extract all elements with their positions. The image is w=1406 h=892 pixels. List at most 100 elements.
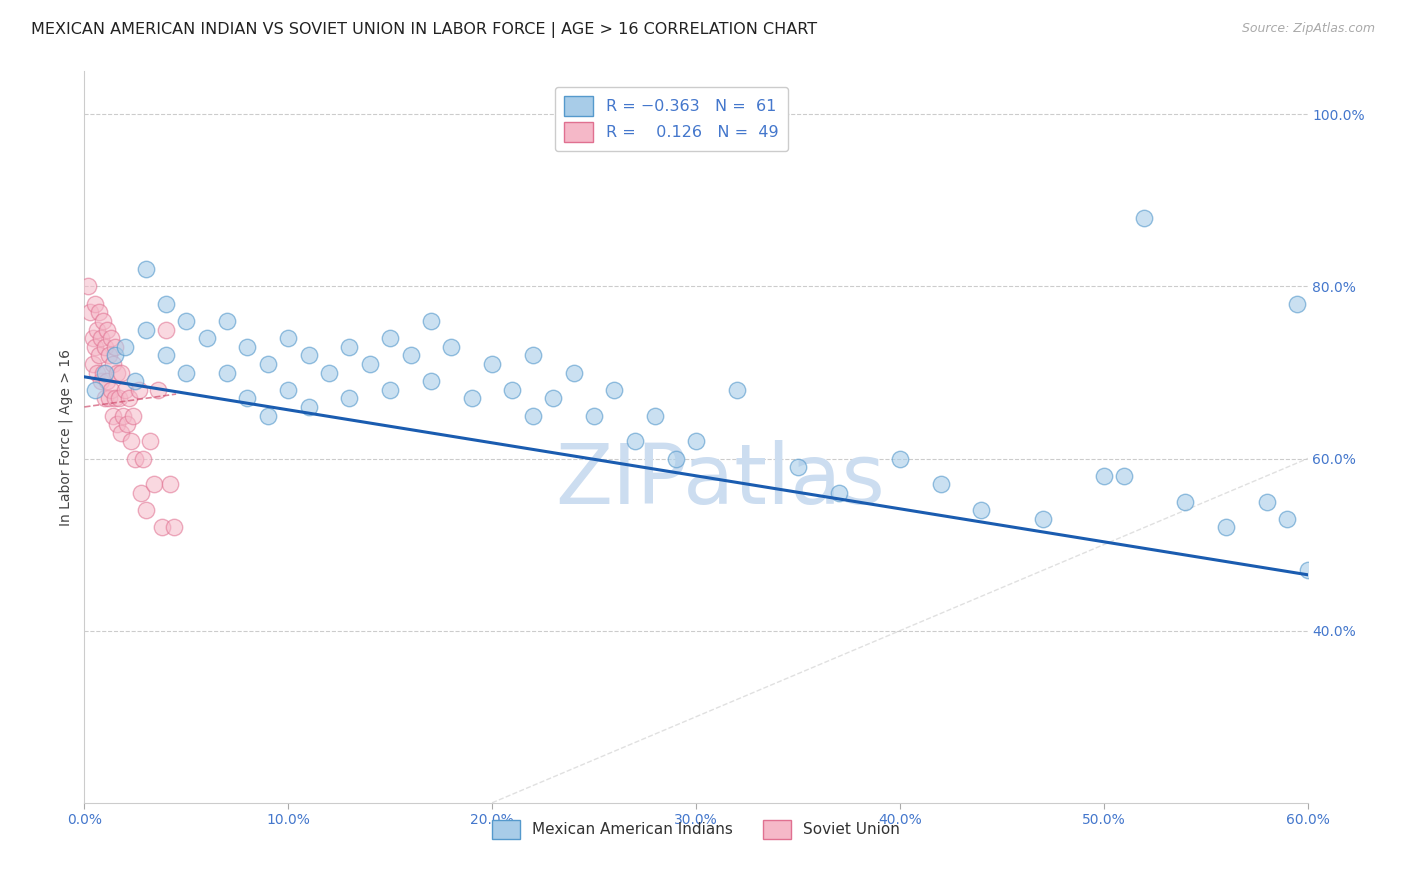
Point	[583, 409, 606, 423]
Point	[543, 392, 565, 406]
Point	[236, 340, 259, 354]
Point	[110, 366, 132, 380]
Point	[138, 434, 160, 449]
Point	[108, 392, 131, 406]
Point	[120, 434, 142, 449]
Point	[174, 366, 197, 380]
Point	[359, 357, 381, 371]
Point	[155, 296, 177, 310]
Point	[114, 383, 136, 397]
Point	[91, 314, 114, 328]
Point	[644, 409, 666, 423]
Point	[195, 331, 218, 345]
Point	[665, 451, 688, 466]
Point	[146, 383, 169, 397]
Point	[91, 366, 114, 380]
Point	[128, 383, 150, 397]
Point	[1133, 211, 1156, 225]
Point	[96, 374, 118, 388]
Point	[603, 383, 626, 397]
Point	[298, 348, 321, 362]
Point	[135, 503, 157, 517]
Point	[155, 322, 177, 336]
Point	[174, 314, 197, 328]
Point	[97, 392, 120, 406]
Point	[461, 392, 484, 406]
Point	[1114, 468, 1136, 483]
Point	[87, 305, 110, 319]
Point	[100, 331, 122, 345]
Point	[93, 366, 115, 380]
Point	[104, 340, 127, 354]
Point	[115, 417, 138, 432]
Point	[685, 434, 707, 449]
Point	[105, 417, 128, 432]
Point	[77, 279, 100, 293]
Text: Source: ZipAtlas.com: Source: ZipAtlas.com	[1241, 22, 1375, 36]
Point	[110, 425, 132, 440]
Point	[277, 383, 299, 397]
Y-axis label: In Labor Force | Age > 16: In Labor Force | Age > 16	[59, 349, 73, 525]
Legend: Mexican American Indians, Soviet Union: Mexican American Indians, Soviet Union	[485, 813, 907, 847]
Point	[104, 348, 127, 362]
Point	[1277, 512, 1299, 526]
Point	[298, 400, 321, 414]
Point	[502, 383, 524, 397]
Point	[93, 392, 115, 406]
Point	[420, 374, 443, 388]
Point	[101, 409, 124, 423]
Point	[83, 296, 105, 310]
Point	[440, 340, 463, 354]
Point	[83, 383, 105, 397]
Point	[142, 477, 165, 491]
Point	[318, 366, 340, 380]
Point	[420, 314, 443, 328]
Point	[1174, 494, 1197, 508]
Point	[100, 383, 122, 397]
Point	[1256, 494, 1278, 508]
Point	[124, 451, 146, 466]
Point	[131, 486, 153, 500]
Point	[929, 477, 952, 491]
Point	[86, 322, 108, 336]
Point	[380, 331, 402, 345]
Point	[163, 520, 186, 534]
Point	[1092, 468, 1115, 483]
Point	[257, 357, 280, 371]
Point	[277, 331, 299, 345]
Point	[889, 451, 911, 466]
Point	[1296, 564, 1319, 578]
Point	[104, 392, 127, 406]
Point	[82, 357, 104, 371]
Point	[90, 331, 112, 345]
Point	[112, 409, 135, 423]
Point	[380, 383, 402, 397]
Point	[97, 348, 120, 362]
Point	[522, 409, 544, 423]
Point	[118, 392, 141, 406]
Point	[217, 366, 239, 380]
Point	[787, 460, 810, 475]
Point	[522, 348, 544, 362]
Point	[1215, 520, 1237, 534]
Point	[150, 520, 173, 534]
Point	[828, 486, 851, 500]
Point	[217, 314, 239, 328]
Point	[105, 366, 128, 380]
Point	[86, 366, 108, 380]
Point	[124, 374, 146, 388]
Point	[339, 340, 361, 354]
Point	[90, 374, 112, 388]
Point	[93, 340, 115, 354]
Point	[135, 262, 157, 277]
Point	[1032, 512, 1054, 526]
Point	[96, 322, 118, 336]
Point	[725, 383, 748, 397]
Text: ZIPatlas: ZIPatlas	[555, 441, 886, 522]
Point	[132, 451, 155, 466]
Text: MEXICAN AMERICAN INDIAN VS SOVIET UNION IN LABOR FORCE | AGE > 16 CORRELATION CH: MEXICAN AMERICAN INDIAN VS SOVIET UNION …	[31, 22, 817, 38]
Point	[101, 357, 124, 371]
Point	[159, 477, 181, 491]
Point	[87, 348, 110, 362]
Point	[399, 348, 422, 362]
